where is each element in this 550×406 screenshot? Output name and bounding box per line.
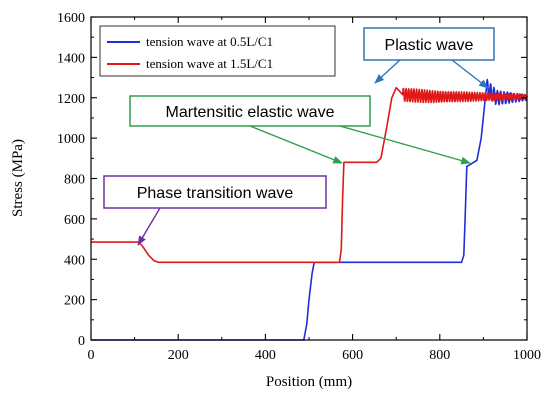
annotation-label: Martensitic elastic wave bbox=[166, 104, 335, 121]
annotation-3: Phase transition wave bbox=[103, 175, 327, 246]
y-tick-label: 1200 bbox=[57, 92, 85, 107]
y-tick-label: 1400 bbox=[57, 51, 85, 66]
y-tick-label: 1600 bbox=[57, 11, 85, 26]
series-line-2 bbox=[91, 86, 528, 264]
y-axis-title: Stress (MPa) bbox=[10, 139, 26, 217]
y-tick-label: 0 bbox=[78, 334, 85, 349]
legend-label-2: tension wave at 1.5L/C1 bbox=[146, 56, 273, 71]
ticks-layer: 0 200 400 600 800 1000 0 200 400 600 800 1000 1200 14… bbox=[57, 11, 541, 363]
y-tick-label: 800 bbox=[64, 173, 85, 188]
x-tick-label: 0 bbox=[88, 348, 95, 363]
annotation-box bbox=[129, 95, 371, 127]
annotation-arrow bbox=[249, 125, 343, 164]
x-tick-label: 200 bbox=[168, 348, 189, 363]
x-tick-label: 1000 bbox=[513, 348, 541, 363]
x-tick-label: 600 bbox=[342, 348, 363, 363]
x-axis-title: Position (mm) bbox=[266, 374, 352, 390]
annotation-label: Phase transition wave bbox=[137, 185, 294, 202]
x-tick-label: 400 bbox=[255, 348, 276, 363]
legend-box bbox=[99, 25, 336, 77]
annotation-arrow bbox=[451, 59, 489, 89]
annotations: Plastic wave Martensitic elastic wave Phas… bbox=[103, 27, 495, 246]
annotation-label: Plastic wave bbox=[385, 37, 474, 54]
y-tick-label: 400 bbox=[64, 253, 85, 268]
annotation-1: Plastic wave bbox=[363, 27, 495, 89]
annotation-box bbox=[363, 27, 495, 61]
annotation-arrow bbox=[339, 125, 471, 165]
y-tick-label: 200 bbox=[64, 294, 85, 309]
x-tick-label: 800 bbox=[429, 348, 450, 363]
y-tick-label: 1000 bbox=[57, 132, 85, 147]
annotation-arrow bbox=[137, 207, 161, 246]
y-tick-label: 600 bbox=[64, 213, 85, 228]
annotation-box bbox=[103, 175, 327, 209]
annotation-2: Martensitic elastic wave bbox=[129, 95, 471, 165]
legend-label-1: tension wave at 0.5L/C1 bbox=[146, 34, 273, 49]
legend: tension wave at 0.5L/C1 tension wave at 1… bbox=[99, 25, 336, 77]
annotation-arrow bbox=[374, 59, 401, 84]
